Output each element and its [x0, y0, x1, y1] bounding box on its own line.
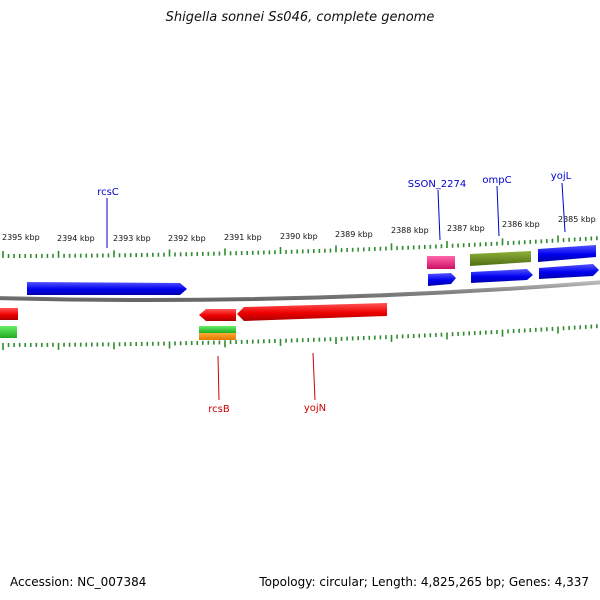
top-tick-marks [2, 235, 598, 258]
leader-sson2274 [437, 189, 441, 241]
gene-green-edge[interactable] [0, 326, 17, 338]
gene-rcsC[interactable] [27, 282, 187, 295]
leader-yojL [561, 182, 566, 233]
scale-label: 2387 kbp [447, 224, 485, 233]
gene-label-yojL[interactable]: yojL [551, 171, 572, 182]
leader-rcsB [217, 355, 220, 401]
gene-yojL[interactable] [538, 245, 596, 262]
gene-label-rcsC[interactable]: rcsC [97, 187, 119, 198]
gene-sson2274[interactable] [427, 256, 455, 269]
gene-label-sson2274[interactable]: SSON_2274 [408, 179, 467, 190]
scale-labels: 2395 kbp 2394 kbp 2393 kbp 2392 kbp 2391… [2, 215, 596, 243]
gene-yojN[interactable] [237, 303, 387, 321]
leader-yojN [312, 352, 316, 401]
gene-forward-small[interactable] [428, 273, 456, 286]
scale-label: 2394 kbp [57, 234, 95, 243]
accession-text: Accession: NC_007384 [10, 575, 147, 589]
gene-forward-yojL-lower[interactable] [539, 264, 599, 279]
scale-label: 2393 kbp [113, 234, 151, 243]
gene-rcsB[interactable] [199, 309, 236, 321]
reverse-strand-features [0, 303, 387, 340]
bottom-tick-marks [2, 324, 598, 350]
gene-ompC[interactable] [470, 251, 531, 266]
gene-label-yojN[interactable]: yojN [304, 403, 326, 414]
gene-forward-ompC-lower[interactable] [471, 269, 533, 283]
map-title: Shigella sonnei Ss046, complete genome [165, 10, 435, 25]
gene-label-ompC[interactable]: ompC [482, 175, 511, 186]
scale-label: 2386 kbp [502, 220, 540, 229]
scale-label: 2389 kbp [335, 230, 373, 239]
gene-labels: rcsC SSON_2274 ompC yojL rcsB yojN [97, 171, 571, 415]
label-leaders [106, 182, 566, 401]
scale-label: 2390 kbp [280, 232, 318, 241]
scale-label: 2388 kbp [391, 226, 429, 235]
gene-orange-rcsB[interactable] [199, 333, 236, 340]
scale-label: 2395 kbp [2, 233, 40, 242]
gene-reverse-edge[interactable] [0, 308, 18, 320]
scale-label: 2385 kbp [558, 215, 596, 224]
scale-label: 2392 kbp [168, 234, 206, 243]
gene-green-rcsB[interactable] [199, 326, 236, 333]
gene-label-rcsB[interactable]: rcsB [208, 404, 230, 415]
scale-label: 2391 kbp [224, 233, 262, 242]
genome-backbone [0, 280, 600, 302]
genome-summary-text: Topology: circular; Length: 4,825,265 bp… [259, 575, 589, 589]
leader-ompC [496, 185, 500, 237]
forward-strand-features [27, 245, 599, 295]
